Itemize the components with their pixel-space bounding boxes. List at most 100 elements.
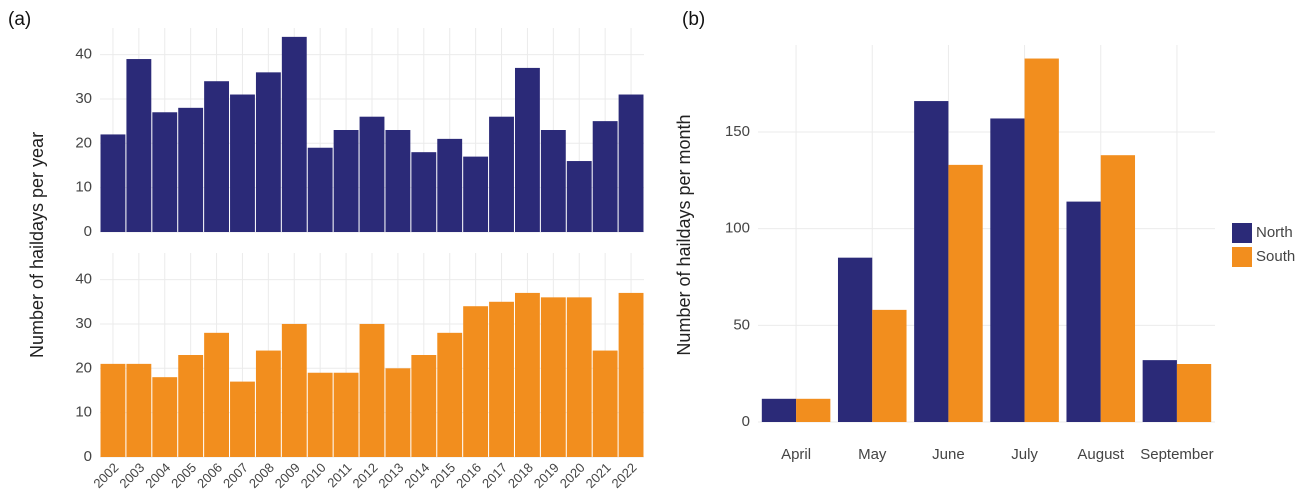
bar	[411, 355, 437, 457]
bar	[761, 398, 797, 422]
y-tick-label: 50	[733, 316, 750, 333]
bar	[333, 372, 359, 457]
bar	[1024, 58, 1059, 423]
y-tick-label: 20	[75, 134, 92, 151]
x-tick-label: 2003	[116, 460, 147, 491]
x-tick-label: June	[932, 446, 965, 463]
x-tick-label: April	[781, 446, 811, 463]
bar	[837, 257, 873, 422]
x-tick-label: 2002	[90, 460, 121, 491]
bar	[126, 363, 152, 457]
bar	[178, 355, 204, 457]
bar	[463, 306, 489, 457]
panel-label: (a)	[8, 9, 31, 30]
x-tick-label: 2013	[375, 460, 406, 491]
bar	[1176, 364, 1212, 422]
x-tick-label: 2007	[220, 460, 251, 491]
bar	[178, 107, 204, 232]
bar	[307, 147, 333, 232]
bar	[796, 398, 831, 422]
x-tick-label: September	[1140, 446, 1213, 463]
bar	[359, 116, 385, 232]
y-tick-label: 30	[75, 90, 92, 107]
bar	[990, 118, 1025, 422]
bar	[489, 116, 514, 232]
bar	[618, 292, 644, 457]
bar	[489, 301, 514, 457]
bar	[540, 297, 566, 457]
x-tick-label: 2020	[557, 460, 588, 491]
bar	[914, 101, 949, 423]
x-tick-label: 2010	[298, 460, 329, 491]
bar	[152, 377, 178, 457]
bar	[152, 112, 178, 232]
bar	[100, 134, 126, 232]
x-tick-label: August	[1077, 446, 1125, 463]
y-tick-label: 0	[84, 223, 92, 240]
x-tick-label: May	[858, 446, 887, 463]
x-tick-label: 2005	[168, 460, 199, 491]
y-tick-label: 150	[725, 123, 750, 140]
x-tick-label: 2011	[324, 460, 354, 490]
x-tick-label: 2016	[453, 460, 484, 491]
bar	[411, 152, 437, 232]
bar	[333, 130, 359, 232]
x-tick-label: 2022	[609, 460, 640, 491]
bar	[204, 332, 230, 457]
bar	[230, 94, 255, 233]
legend-swatch	[1232, 247, 1252, 267]
bar	[566, 297, 592, 457]
bar	[437, 138, 463, 232]
y-tick-label: 40	[75, 46, 92, 63]
x-tick-label: 2006	[194, 460, 225, 491]
x-tick-label: 2012	[349, 460, 380, 491]
bar	[463, 156, 489, 232]
legend-label: North	[1256, 224, 1293, 241]
x-tick-label: 2015	[427, 460, 458, 491]
bar	[255, 72, 281, 232]
y-tick-label: 40	[75, 271, 92, 288]
bar	[281, 323, 307, 457]
bar	[540, 130, 566, 232]
bar	[948, 164, 983, 422]
bar	[1142, 360, 1177, 422]
bar	[437, 332, 463, 457]
bar	[230, 381, 255, 457]
legend-label: South	[1256, 248, 1295, 265]
y-axis-title: Number of haildays per year	[27, 132, 47, 358]
y-tick-label: 0	[742, 413, 750, 430]
bar	[385, 368, 411, 457]
bar	[385, 130, 411, 232]
bar	[126, 59, 152, 232]
x-tick-label: 2018	[505, 460, 536, 491]
x-tick-label: 2009	[272, 460, 303, 491]
bar	[1100, 155, 1136, 422]
bar	[514, 292, 540, 457]
y-axis-title: Number of haildays per month	[674, 114, 694, 355]
legend-swatch	[1232, 223, 1252, 243]
bar	[359, 323, 385, 457]
x-tick-label: 2019	[531, 460, 562, 491]
panel-label: (b)	[682, 9, 705, 30]
bar	[592, 121, 618, 232]
bar	[872, 309, 907, 422]
bar	[1066, 201, 1101, 422]
x-tick-label: 2014	[401, 460, 432, 491]
x-tick-label: 2008	[246, 460, 277, 491]
y-tick-label: 0	[84, 448, 92, 465]
bar	[281, 36, 307, 232]
bar	[255, 350, 281, 457]
bar	[618, 94, 644, 233]
bar	[204, 81, 230, 232]
x-tick-label: 2004	[142, 460, 173, 491]
bar	[592, 350, 618, 457]
y-tick-label: 20	[75, 359, 92, 376]
x-tick-label: July	[1011, 446, 1038, 463]
y-tick-label: 100	[725, 220, 750, 237]
bar	[307, 372, 333, 457]
y-tick-label: 10	[75, 179, 92, 196]
y-tick-label: 10	[75, 404, 92, 421]
bar	[514, 67, 540, 232]
y-tick-label: 30	[75, 315, 92, 332]
